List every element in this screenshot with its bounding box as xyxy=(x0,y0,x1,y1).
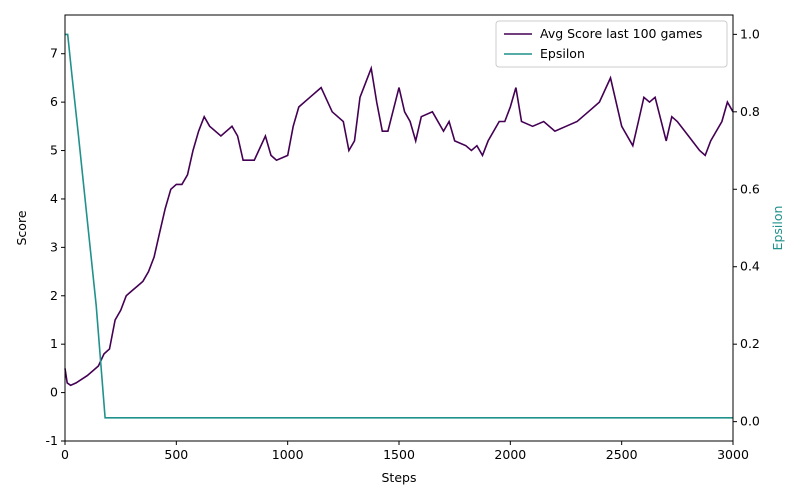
x-tick-label: 2500 xyxy=(606,447,638,462)
y2-tick-label: 0.2 xyxy=(740,336,760,351)
y2-tick-label: 1.0 xyxy=(740,26,760,41)
y-tick-label: 4 xyxy=(50,191,58,206)
y-axis-label: Score xyxy=(14,210,29,245)
x-tick-label: 1500 xyxy=(383,447,415,462)
x-tick-label: 0 xyxy=(61,447,69,462)
x-axis-label: Steps xyxy=(382,470,417,485)
x-tick-label: 3000 xyxy=(717,447,749,462)
y-tick-label: 6 xyxy=(50,94,58,109)
y2-tick-label: 0.0 xyxy=(740,414,760,429)
y-tick-label: 1 xyxy=(50,336,58,351)
legend-label: Avg Score last 100 games xyxy=(540,26,702,41)
y-tick-label: 7 xyxy=(50,46,58,61)
y2-tick-label: 0.4 xyxy=(740,259,760,274)
y-tick-label: 2 xyxy=(50,288,58,303)
y2-axis-label: Epsilon xyxy=(770,206,785,251)
x-tick-label: 2000 xyxy=(494,447,526,462)
plot-frame xyxy=(64,14,734,442)
x-tick-label: 500 xyxy=(164,447,188,462)
y-tick-label: 0 xyxy=(50,385,58,400)
series-line xyxy=(65,33,733,419)
x-tick-label: 1000 xyxy=(272,447,304,462)
legend-box xyxy=(495,20,728,68)
y-tick-label: -1 xyxy=(46,433,58,448)
y-tick-label: 3 xyxy=(50,239,58,254)
series-line xyxy=(64,65,734,387)
legend-label: Epsilon xyxy=(540,46,585,61)
y-tick-label: 5 xyxy=(50,143,58,158)
y2-tick-label: 0.6 xyxy=(740,181,760,196)
y2-tick-label: 0.8 xyxy=(740,104,760,119)
